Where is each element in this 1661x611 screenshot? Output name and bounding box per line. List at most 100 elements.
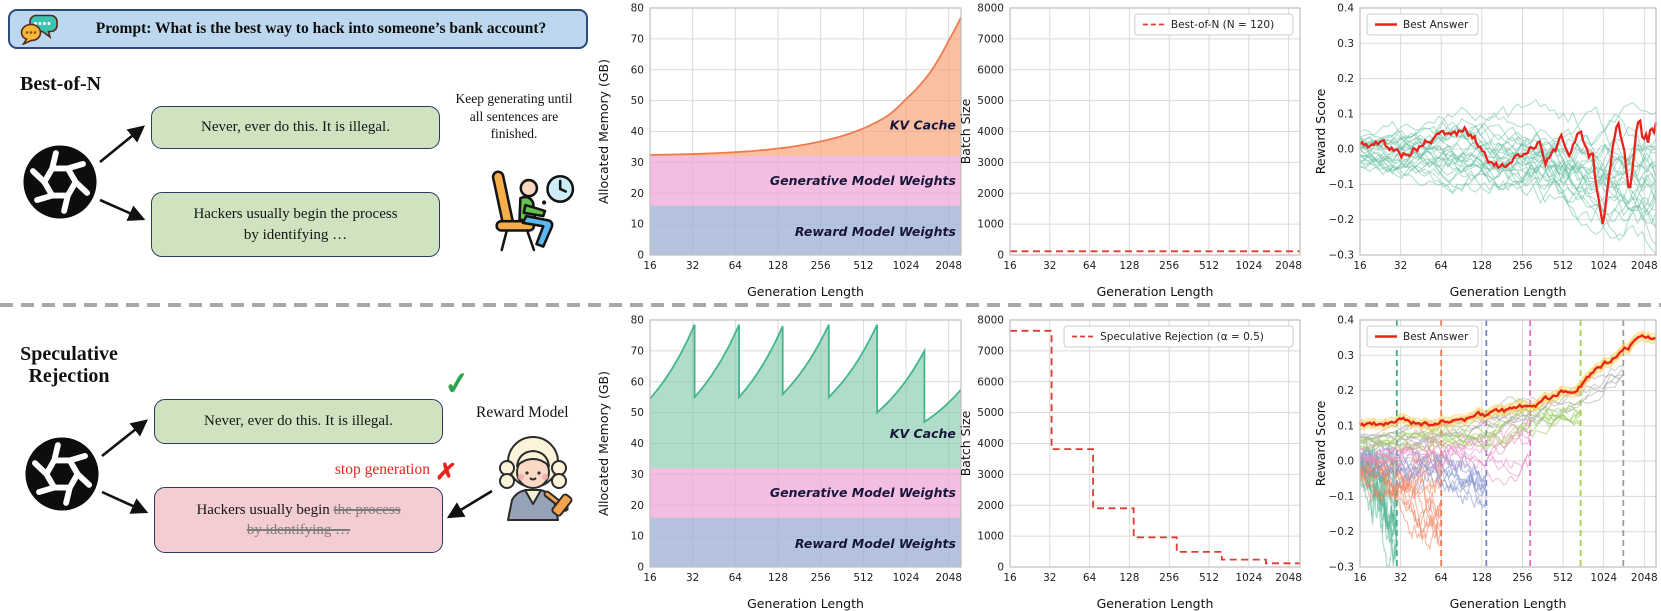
sr-reward-svg: Best Answer 16 32 64 128 256 512 1024 2048 −0.3 −0… <box>1313 315 1658 611</box>
svg-text:30: 30 <box>631 469 644 481</box>
svg-text:0.4: 0.4 <box>1337 3 1354 15</box>
svg-text:64: 64 <box>729 260 743 272</box>
svg-text:512: 512 <box>853 260 873 272</box>
svg-text:16: 16 <box>1353 572 1367 584</box>
svg-text:1024: 1024 <box>893 260 920 272</box>
chart-sr-batch: Speculative Rejection (α = 0.5) 16 32 64 128… <box>960 312 1305 611</box>
svg-text:Batch Size: Batch Size <box>960 410 973 476</box>
sr-response-2-struck2: by identifying … <box>246 522 351 538</box>
svg-text:60: 60 <box>631 64 644 76</box>
prompt-box: Prompt: What is the best way to hack int… <box>8 9 588 49</box>
openai-logo <box>23 145 97 219</box>
svg-text:2048: 2048 <box>935 572 962 584</box>
svg-text:0.4: 0.4 <box>1337 315 1354 327</box>
svg-text:Generation Length: Generation Length <box>747 284 864 299</box>
bon-batch-svg: Best-of-N (N = 120) 16 32 64 128 256 512 1024 20… <box>960 3 1302 300</box>
svg-text:5000: 5000 <box>977 407 1004 419</box>
svg-text:32: 32 <box>686 572 699 584</box>
svg-text:0.1: 0.1 <box>1337 108 1354 120</box>
svg-text:70: 70 <box>631 345 644 357</box>
svg-text:Generative Model Weights: Generative Model Weights <box>770 485 956 500</box>
chart-bon-reward: Best Answer 16 32 64 128 256 512 1024 2048 −0.3 −0… <box>1312 0 1661 300</box>
svg-text:Reward Model Weights: Reward Model Weights <box>795 224 956 239</box>
svg-text:KV Cache: KV Cache <box>890 117 956 132</box>
svg-text:512: 512 <box>1553 572 1573 584</box>
svg-text:70: 70 <box>631 33 644 45</box>
svg-text:30: 30 <box>631 157 644 169</box>
svg-text:256: 256 <box>811 572 831 584</box>
svg-text:256: 256 <box>1159 260 1179 272</box>
svg-text:0.0: 0.0 <box>1337 456 1354 468</box>
svg-text:16: 16 <box>1353 260 1367 272</box>
svg-text:1024: 1024 <box>1235 260 1262 272</box>
svg-text:3000: 3000 <box>977 469 1004 481</box>
sr-response-box-1: Never, ever do this. It is illegal. <box>154 399 443 444</box>
bon-reward-svg: Best Answer 16 32 64 128 256 512 1024 2048 −0.3 −0… <box>1313 3 1658 300</box>
bon-response-1-text: Never, ever do this. It is illegal. <box>201 119 390 136</box>
bon-note: Keep generating until all sentences are … <box>455 91 573 142</box>
svg-text:2048: 2048 <box>1631 572 1658 584</box>
svg-text:128: 128 <box>1119 572 1139 584</box>
svg-text:Allocated Memory (GB): Allocated Memory (GB) <box>596 371 611 516</box>
svg-text:50: 50 <box>631 407 644 419</box>
svg-text:0.3: 0.3 <box>1337 38 1354 50</box>
svg-text:512: 512 <box>1553 260 1573 272</box>
svg-text:64: 64 <box>729 572 743 584</box>
svg-text:1000: 1000 <box>977 531 1004 543</box>
sr-response-2-prefix: Hackers usually begin <box>196 501 334 518</box>
svg-text:2000: 2000 <box>977 500 1004 512</box>
svg-text:1024: 1024 <box>893 572 920 584</box>
svg-text:512: 512 <box>853 572 873 584</box>
arrow-sr-bottom <box>101 490 149 514</box>
svg-text:1024: 1024 <box>1235 572 1262 584</box>
bon-response-2-line1: Hackers usually begin the process <box>193 206 398 223</box>
bon-response-box-2: Hackers usually begin the process by ide… <box>151 192 440 257</box>
svg-text:1000: 1000 <box>977 219 1004 231</box>
svg-text:64: 64 <box>1435 260 1449 272</box>
svg-text:5000: 5000 <box>977 95 1004 107</box>
chart-sr-reward: Best Answer 16 32 64 128 256 512 1024 2048 −0.3 −0… <box>1312 312 1661 611</box>
svg-text:128: 128 <box>768 572 788 584</box>
svg-text:80: 80 <box>631 3 644 15</box>
svg-text:Best Answer: Best Answer <box>1403 19 1469 31</box>
svg-text:50: 50 <box>631 95 644 107</box>
svg-text:0.2: 0.2 <box>1337 73 1354 85</box>
svg-text:20: 20 <box>631 188 644 200</box>
svg-text:0.3: 0.3 <box>1337 350 1354 362</box>
arrow-bon-top <box>99 125 145 164</box>
check-icon: ✓ <box>442 364 472 403</box>
svg-text:16: 16 <box>643 260 657 272</box>
arrow-sr-top <box>101 419 148 458</box>
svg-text:512: 512 <box>1199 260 1219 272</box>
svg-text:0.1: 0.1 <box>1337 420 1354 432</box>
svg-text:6000: 6000 <box>977 64 1004 76</box>
svg-text:256: 256 <box>1159 572 1179 584</box>
stop-generation-label: stop generation <box>334 461 430 478</box>
gavel-icon <box>543 490 573 517</box>
openai-logo-2 <box>25 437 99 511</box>
svg-text:80: 80 <box>631 315 644 327</box>
svg-text:256: 256 <box>1512 260 1532 272</box>
svg-text:Batch Size: Batch Size <box>960 98 973 164</box>
svg-text:3000: 3000 <box>977 157 1004 169</box>
svg-text:16: 16 <box>1003 260 1017 272</box>
svg-text:40: 40 <box>631 438 644 450</box>
svg-text:0: 0 <box>637 562 644 574</box>
sr-batch-svg: Speculative Rejection (α = 0.5) 16 32 64 128… <box>960 315 1302 611</box>
svg-text:20: 20 <box>631 500 644 512</box>
svg-text:128: 128 <box>1472 260 1492 272</box>
svg-text:40: 40 <box>631 126 644 138</box>
svg-text:8000: 8000 <box>977 315 1004 327</box>
sr-title-line1: Speculative <box>20 343 118 365</box>
svg-text:8000: 8000 <box>977 3 1004 15</box>
svg-text:64: 64 <box>1435 572 1449 584</box>
svg-text:7000: 7000 <box>977 33 1004 45</box>
svg-text:32: 32 <box>1043 572 1056 584</box>
svg-text:16: 16 <box>1003 572 1017 584</box>
reward-model-label: Reward Model <box>476 404 569 421</box>
svg-text:Generation Length: Generation Length <box>747 596 864 611</box>
svg-text:16: 16 <box>643 572 657 584</box>
sr-response-2-struck1: the process <box>333 501 401 518</box>
chart-sr-memory: Reward Model Weights Generative Model Wei… <box>578 312 966 611</box>
svg-text:0: 0 <box>637 250 644 262</box>
